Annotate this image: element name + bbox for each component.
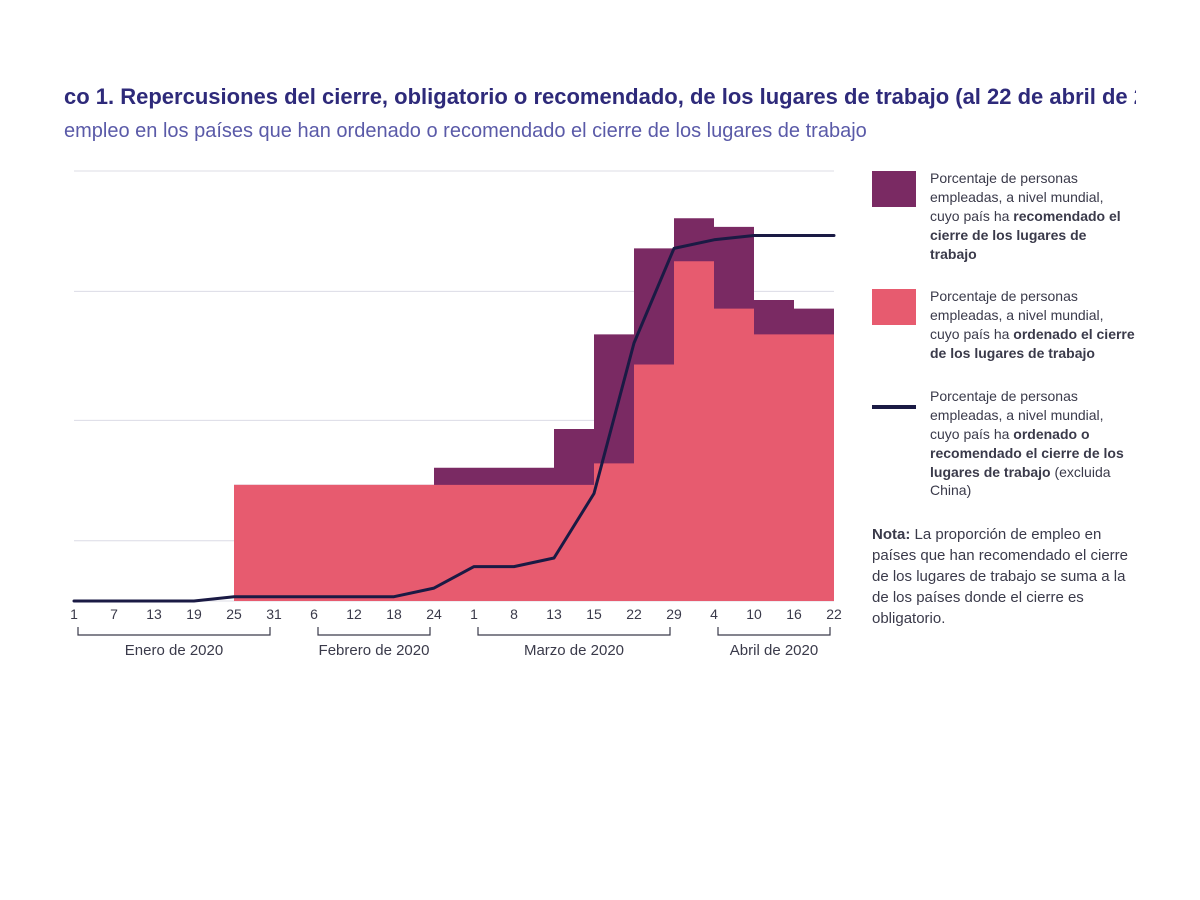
month-label: Enero de 2020 [125, 642, 223, 659]
legend-item-ordered: Porcentaje de personas empleadas, a nive… [872, 287, 1136, 363]
legend-text-recommended: Porcentaje de personas empleadas, a nive… [930, 169, 1136, 263]
x-tick-label: 16 [786, 606, 802, 622]
x-tick-label: 22 [626, 606, 642, 622]
legend-swatch-recommended [872, 171, 916, 207]
month-bracket [78, 627, 270, 635]
x-tick-label: 7 [110, 606, 118, 622]
x-tick-label: 31 [266, 606, 282, 622]
month-bracket [718, 627, 830, 635]
x-tick-label: 24 [426, 606, 442, 622]
legend-item-line: Porcentaje de personas empleadas, a nive… [872, 387, 1136, 500]
month-bracket [478, 627, 670, 635]
chart-note: Nota: La proporción de empleo en países … [872, 524, 1136, 629]
month-bracket [318, 627, 430, 635]
x-tick-label: 25 [226, 606, 242, 622]
area-ordered [74, 261, 834, 601]
area-chart-svg: 1713192531612182418131522294101622Enero … [64, 165, 844, 665]
chart-card: co 1. Repercusiones del cierre, obligato… [40, 60, 1160, 689]
x-tick-label: 6 [310, 606, 318, 622]
legend: Porcentaje de personas empleadas, a nive… [844, 165, 1136, 665]
x-tick-label: 15 [586, 606, 602, 622]
x-tick-label: 13 [146, 606, 162, 622]
legend-item-recommended: Porcentaje de personas empleadas, a nive… [872, 169, 1136, 263]
note-text: La proporción de empleo en países que ha… [872, 526, 1128, 627]
legend-swatch-ordered [872, 289, 916, 325]
x-tick-label: 12 [346, 606, 362, 622]
x-tick-label: 19 [186, 606, 202, 622]
legend-swatch-line [872, 389, 916, 425]
note-label: Nota: [872, 526, 910, 543]
x-tick-label: 1 [70, 606, 78, 622]
x-tick-label: 13 [546, 606, 562, 622]
chart-subtitle: empleo en los países que han ordenado o … [64, 120, 1136, 143]
month-label: Marzo de 2020 [524, 642, 624, 659]
x-tick-label: 4 [710, 606, 718, 622]
x-tick-label: 10 [746, 606, 762, 622]
x-tick-label: 29 [666, 606, 682, 622]
x-tick-label: 1 [470, 606, 478, 622]
legend-text-line: Porcentaje de personas empleadas, a nive… [930, 387, 1136, 500]
chart-title: co 1. Repercusiones del cierre, obligato… [64, 84, 1136, 110]
month-label: Abril de 2020 [730, 642, 818, 659]
legend-text-ordered: Porcentaje de personas empleadas, a nive… [930, 287, 1136, 363]
plot-area: 1713192531612182418131522294101622Enero … [64, 165, 844, 665]
page: co 1. Repercusiones del cierre, obligato… [0, 0, 1200, 900]
x-tick-label: 18 [386, 606, 402, 622]
legend-swatch-line-inner [872, 405, 916, 409]
x-tick-label: 22 [826, 606, 842, 622]
month-label: Febrero de 2020 [319, 642, 430, 659]
x-tick-label: 8 [510, 606, 518, 622]
chart-row: 1713192531612182418131522294101622Enero … [64, 165, 1136, 665]
